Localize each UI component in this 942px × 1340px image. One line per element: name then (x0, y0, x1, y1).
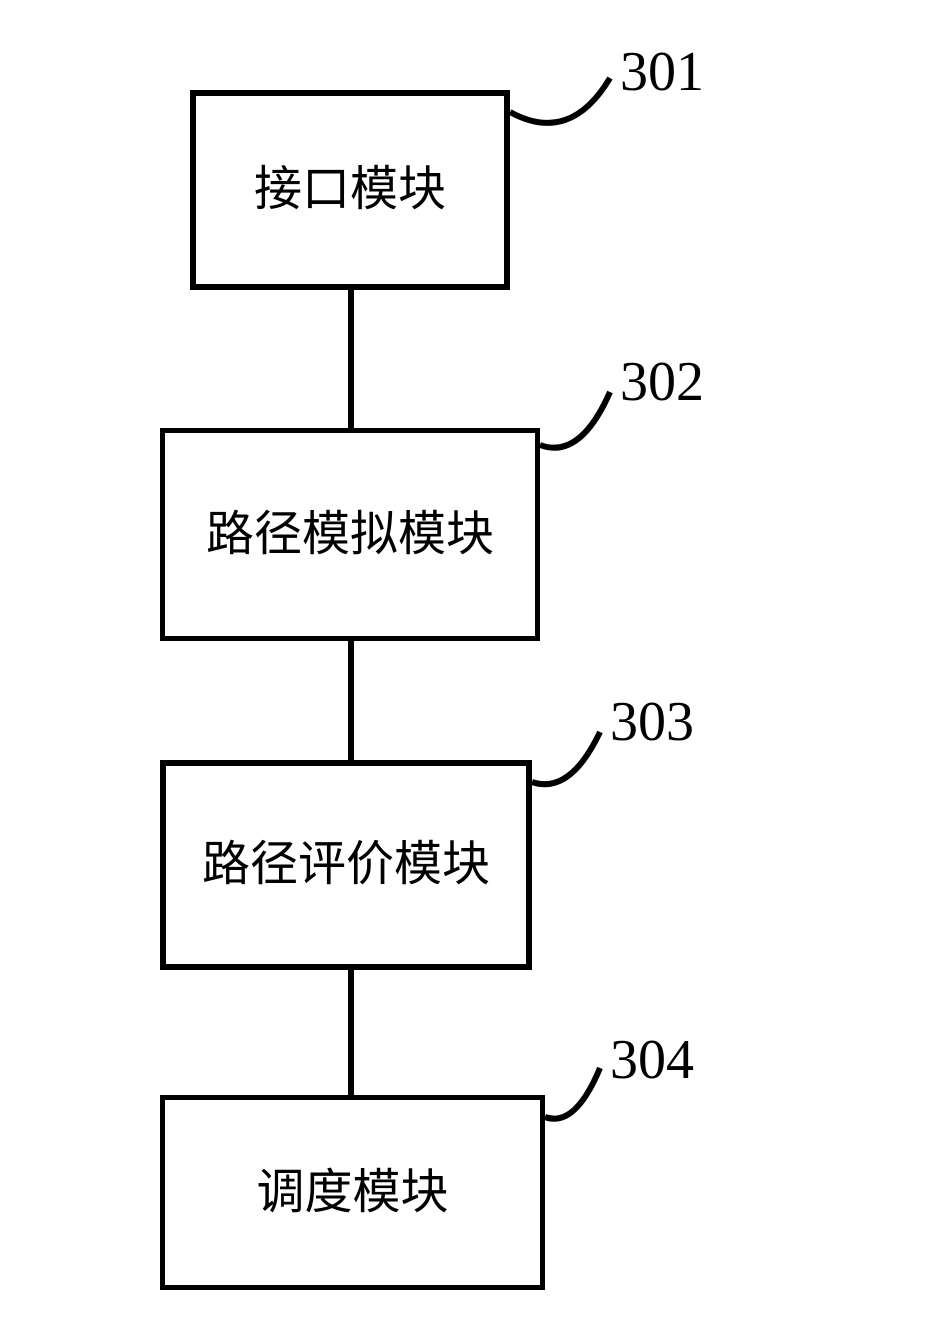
leader-301 (120, 40, 820, 1340)
flowchart-diagram: 接口模块 路径模拟模块 路径评价模块 调度模块 301 302 303 304 (120, 40, 820, 1290)
